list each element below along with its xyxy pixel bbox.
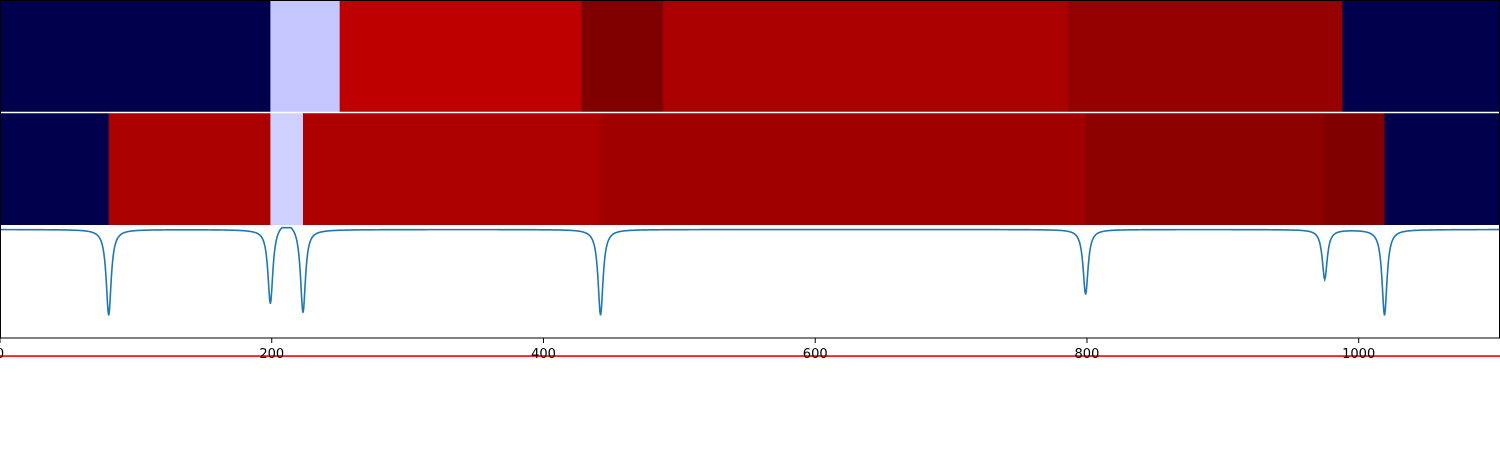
segment-1-4 [600, 113, 1087, 225]
segment-0-0 [0, 0, 271, 112]
segment-0-1 [270, 0, 341, 112]
x-tick-label-0: 0 [0, 347, 4, 362]
segment-1-0 [0, 113, 110, 225]
segment-row-bottom [0, 113, 1500, 225]
x-tick-label-4: 800 [1075, 347, 1100, 362]
x-tick-label-1: 200 [259, 347, 284, 362]
segment-1-1 [108, 113, 271, 225]
segment-0-6 [1342, 0, 1500, 112]
segment-row-top [0, 0, 1500, 112]
segment-0-5 [1067, 0, 1343, 112]
x-axis: 0 200 400 600 800 1000 [0, 338, 1375, 362]
segment-1-7 [1384, 113, 1500, 225]
segment-0-4 [663, 0, 1069, 112]
segment-1-6 [1324, 113, 1386, 225]
segment-0-3 [581, 0, 664, 112]
x-tick-label-2: 400 [531, 347, 556, 362]
x-tick-label-5: 1000 [1342, 347, 1375, 362]
segment-1-5 [1085, 113, 1326, 225]
x-tick-label-3: 600 [803, 347, 828, 362]
signal-background [0, 225, 1500, 338]
segment-1-3 [302, 113, 602, 225]
segment-1-2 [270, 113, 304, 225]
signal-line [0, 226, 1500, 316]
segment-0-2 [339, 0, 583, 112]
signal-panel [0, 225, 1500, 357]
